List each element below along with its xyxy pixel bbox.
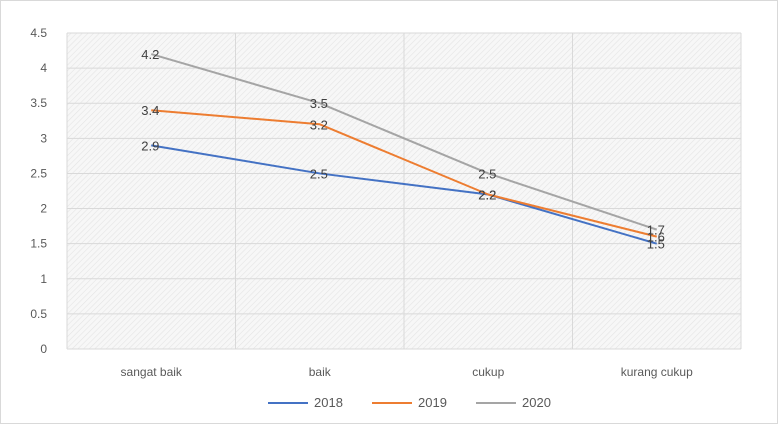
data-label-2018: 2.5 bbox=[310, 166, 328, 181]
x-tick-label: sangat baik bbox=[121, 365, 183, 379]
y-tick-label: 0 bbox=[40, 342, 47, 356]
data-label-2020: 1.7 bbox=[647, 223, 665, 238]
data-label-2020: 4.2 bbox=[141, 47, 159, 62]
x-tick-label: baik bbox=[309, 365, 332, 379]
data-label-2020: 3.5 bbox=[310, 96, 328, 111]
y-tick-label: 4.5 bbox=[30, 26, 47, 40]
data-label-2020: 2.5 bbox=[478, 166, 496, 181]
data-label-2019: 1.6 bbox=[647, 230, 665, 245]
series-line-2019 bbox=[151, 109, 657, 238]
y-tick-label: 4 bbox=[40, 61, 47, 75]
legend-label-2018: 2018 bbox=[314, 395, 343, 410]
legend-label-2020: 2020 bbox=[522, 395, 551, 410]
data-label-2019: 3.2 bbox=[310, 117, 328, 132]
data-label-2018: 2.2 bbox=[478, 188, 496, 203]
legend-label-2019: 2019 bbox=[418, 395, 447, 410]
y-tick-label: 1.5 bbox=[30, 237, 47, 251]
data-label-2018: 1.5 bbox=[647, 237, 665, 252]
data-label-2019: 3.4 bbox=[141, 103, 159, 118]
data-label-2018: 2.9 bbox=[141, 138, 159, 153]
y-tick-label: 1 bbox=[40, 272, 47, 286]
data-label-2019: 2.2 bbox=[478, 188, 496, 203]
series-line-2018 bbox=[151, 144, 658, 245]
y-tick-label: 3.5 bbox=[30, 96, 47, 110]
x-tick-label: kurang cukup bbox=[621, 365, 693, 379]
x-tick-label: cukup bbox=[472, 365, 504, 379]
y-tick-label: 0.5 bbox=[30, 307, 47, 321]
series-line-2020 bbox=[150, 53, 658, 231]
y-tick-label: 3 bbox=[40, 131, 47, 145]
y-tick-label: 2 bbox=[40, 202, 47, 216]
y-tick-label: 2.5 bbox=[30, 166, 47, 180]
